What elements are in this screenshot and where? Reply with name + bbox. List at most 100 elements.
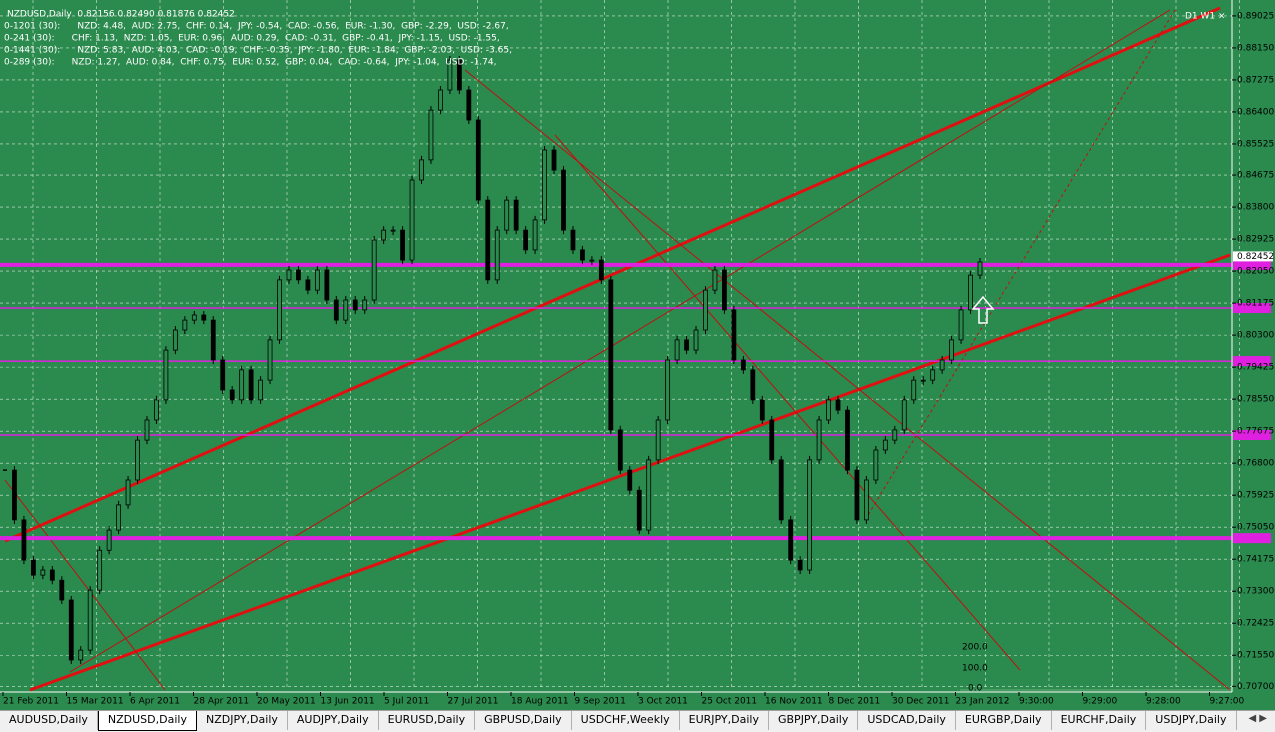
symbol-tab[interactable]: GBPJPY,Daily (769, 711, 859, 730)
candle-body (901, 399, 907, 431)
y-tick-label: 0.80300 (1237, 331, 1274, 341)
x-tick-label: 27 Jul 2011 (448, 697, 499, 707)
candle-body (343, 299, 349, 321)
candle-body (513, 199, 519, 231)
y-tick-label: 0.87275 (1237, 75, 1274, 85)
candle-body (873, 449, 879, 481)
tab-navigation[interactable]: ◀ ▶ (1248, 713, 1267, 724)
candle-body (826, 399, 831, 421)
y-tick-label: 0.75050 (1237, 523, 1274, 533)
x-tick-label: 9 Sep 2011 (575, 697, 626, 707)
mini-label: 100.0 (962, 664, 988, 674)
candle-body (362, 299, 368, 311)
candle-body (693, 329, 699, 351)
candle-body (750, 369, 756, 401)
candle-body (731, 309, 737, 361)
candle-body (532, 219, 538, 251)
info-line: 0-1201 (30): NZD: 4.48, AUD: 2.75, CHF: … (4, 22, 509, 32)
candle-body (456, 59, 462, 91)
symbol-tab[interactable]: AUDUSD,Daily (0, 711, 98, 730)
y-tick-label: 0.82050 (1237, 267, 1274, 277)
candle-body (78, 649, 84, 661)
symbol-tab[interactable]: EURGBP,Daily (956, 711, 1052, 730)
candle-body (163, 349, 169, 401)
candle-body (949, 339, 955, 361)
candle-body (646, 459, 652, 531)
candle-body (419, 159, 424, 181)
x-tick-label: 23 Jan 2012 (956, 697, 1010, 707)
candle-body (655, 419, 661, 461)
symbol-tab[interactable]: EURCHF,Daily (1052, 711, 1147, 730)
candles (3, 56, 983, 664)
candle-body (542, 149, 547, 221)
candle-body (684, 339, 689, 351)
y-tick-label: 0.86400 (1237, 107, 1274, 117)
candle-body (191, 314, 197, 321)
candle-body (352, 299, 358, 311)
y-tick-label: 0.73300 (1237, 587, 1274, 597)
candle-body (201, 314, 207, 321)
candle-body (239, 369, 245, 401)
x-tick-label: 9:28:00 (1146, 697, 1181, 707)
candle-body (267, 339, 273, 381)
candle-body (665, 359, 671, 421)
symbol-tab[interactable]: NZDJPY,Daily (197, 711, 288, 730)
y-tick-label: 0.70700 (1237, 682, 1274, 692)
trend-line (4, 6, 1221, 543)
symbol-tab[interactable]: USDCAD,Daily (858, 711, 956, 730)
symbol-tab[interactable]: EURJPY,Daily (680, 711, 769, 730)
x-tick-label: 28 Apr 2011 (194, 697, 250, 707)
level-marker (1233, 430, 1271, 440)
candle-body (30, 559, 36, 576)
x-tick-label: 18 Aug 2011 (511, 697, 569, 707)
symbol-tab[interactable]: USDCHF,Weekly (572, 711, 680, 730)
candle-body (494, 229, 500, 281)
candle-body (797, 559, 803, 571)
candle-body (210, 319, 216, 361)
x-tick-label: 9:30:00 (1019, 697, 1054, 707)
candle-body (807, 459, 813, 571)
candle-body (182, 319, 188, 331)
close-button[interactable]: × (1218, 12, 1226, 22)
candle-body (172, 329, 178, 351)
candle-body (570, 229, 576, 251)
x-tick-label: 20 May 2011 (257, 697, 316, 707)
candle-body (390, 229, 396, 232)
candle-body (589, 259, 595, 262)
candle-body (769, 419, 775, 461)
symbol-tab[interactable]: EURUSD,Daily (379, 711, 476, 730)
candle-body (580, 249, 585, 261)
candle-body (381, 229, 387, 241)
y-tick-label: 0.74175 (1237, 555, 1274, 565)
candle-body (854, 469, 860, 521)
candle-body (930, 369, 936, 381)
symbol-tab[interactable]: NZDUSD,Daily (97, 711, 197, 731)
candle-body (958, 309, 964, 341)
candle-body (703, 289, 708, 331)
y-tick-label: 0.75925 (1237, 491, 1274, 501)
candle-body (333, 299, 339, 321)
x-tick-label: 8 Dec 2011 (829, 697, 881, 707)
candle-body (371, 239, 377, 301)
symbol-tab[interactable]: GBPUSD,Daily (475, 711, 572, 730)
symbol-tab[interactable]: AUDJPY,Daily (288, 711, 379, 730)
candle-body (485, 199, 491, 281)
y-tick-label: 0.76800 (1237, 459, 1274, 469)
info-line: 0-241 (30): CHF: 1.13, NZD: 1.05, EUR: 0… (4, 34, 500, 44)
candle-body (674, 339, 680, 361)
x-tick-label: 6 Apr 2011 (130, 697, 180, 707)
chart-background (0, 0, 1275, 710)
candle-body (258, 379, 263, 401)
candle-body (740, 359, 746, 371)
x-tick-label: 21 Feb 2011 (3, 697, 59, 707)
candle-body (97, 549, 103, 591)
candle-body (220, 359, 226, 391)
candle-body (788, 519, 794, 561)
candle-body (939, 359, 945, 371)
candle-body (920, 379, 926, 382)
info-line: NZDUSD,Daily 0.82156 0.82490 0.81876 0.8… (7, 10, 235, 20)
candle-body (778, 459, 784, 521)
axes: 0.89025 0.88150 0.87275 0.86400 0.85525 0.846… (2, 11, 1274, 707)
symbol-tab[interactable]: USDJPY,Daily (1146, 711, 1237, 730)
